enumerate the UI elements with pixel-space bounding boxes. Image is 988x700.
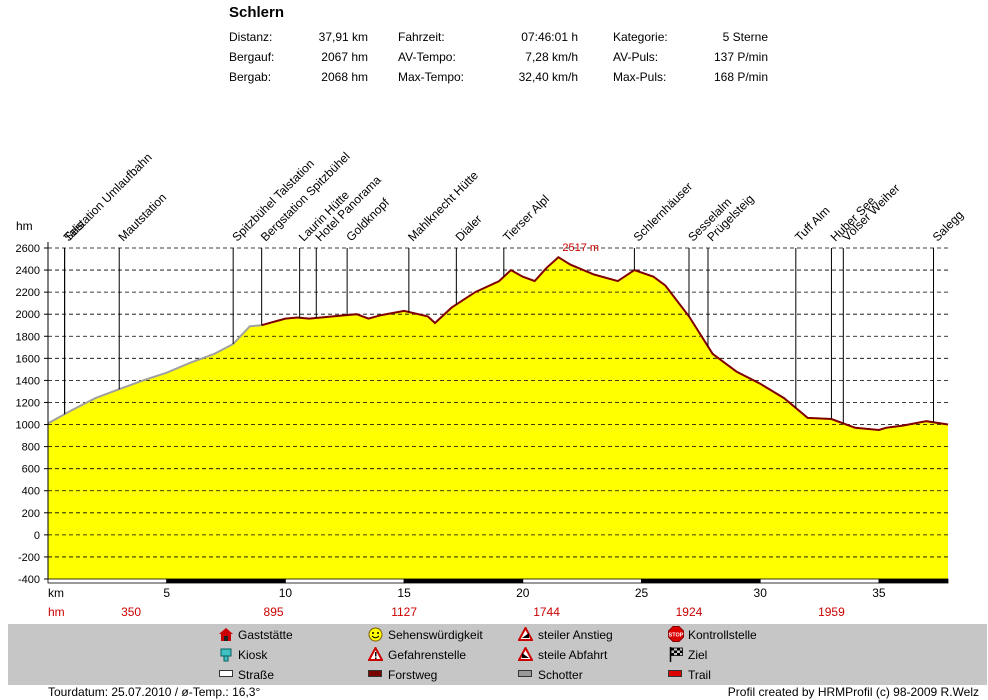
waypoint-label: Mautstation (115, 190, 169, 244)
elevation-area (48, 257, 948, 579)
stat-value-ascent: 2067 hm (321, 50, 368, 64)
legend-label-checkpoint: Kontrollstelle (688, 628, 757, 642)
x-axis-segment (403, 578, 524, 584)
smiley-icon (368, 627, 383, 642)
y-tick-label: 600 (22, 464, 40, 476)
hm-row-value: 1744 (533, 605, 560, 619)
kiosk-icon (220, 648, 232, 662)
max-elevation-label: 2517 m (562, 242, 599, 254)
legend-label-danger: Gefahrenstelle (388, 648, 467, 662)
waypoint-label: Tuff Alm (792, 204, 833, 245)
stop-icon: STOP (668, 626, 684, 642)
stat-label-distance: Distanz: (229, 30, 273, 44)
stat-label-ascent: Bergauf: (229, 50, 275, 64)
chart-title: Schlern (229, 4, 285, 21)
hm-row-value: 1959 (818, 605, 845, 619)
legend-label-finish: Ziel (688, 648, 708, 662)
credits: Profil created by HRMProfil (c) 98-2009 … (727, 685, 979, 699)
legend-label-steep-descent: steile Abfahrt (538, 648, 608, 662)
warning-icon (368, 647, 383, 661)
profile-line-trail (261, 255, 949, 432)
y-tick-label: 800 (22, 442, 40, 454)
y-tick-label: 200 (22, 508, 40, 520)
stat-label-time: Fahrzeit: (398, 30, 445, 44)
road-swatch (219, 670, 233, 677)
hm-row-value: 1924 (676, 605, 703, 619)
waypoint-label: Salegg (930, 208, 966, 244)
forest-road-swatch (368, 670, 382, 677)
y-tick-label: 1600 (16, 353, 40, 365)
x-axis-segment (522, 578, 642, 584)
stat-value-avg-pulse: 137 P/min (713, 50, 768, 64)
x-axis-label: km (48, 586, 64, 600)
x-axis-segment (285, 578, 405, 584)
y-tick-label: 2000 (16, 309, 40, 321)
profile-line-gravel (47, 324, 262, 425)
x-tick-label: 5 (163, 586, 170, 600)
stat-label-avg-speed: AV-Tempo: (398, 50, 456, 64)
y-tick-label: 2600 (16, 243, 40, 255)
legend-label-kiosk: Kiosk (238, 648, 268, 662)
x-axis-segment (166, 578, 286, 584)
y-tick-label: 2200 (16, 287, 40, 299)
steep-ascent-icon (518, 627, 533, 641)
stat-label-max-speed: Max-Tempo: (398, 70, 465, 84)
trail-swatch (668, 670, 682, 677)
hm-row-value: 1127 (391, 605, 417, 619)
stat-label-avg-pulse: AV-Puls: (613, 50, 659, 64)
y-tick-label: 1400 (16, 375, 40, 387)
x-axis-segment (759, 578, 880, 584)
elevation-chart: -400 -200 0 200 400 600 800 1000 1200 1400 1600 180… (16, 149, 967, 619)
y-tick-label: 1000 (16, 420, 40, 432)
stat-value-distance: 37,91 km (318, 30, 368, 44)
y-axis-label: hm (16, 219, 33, 233)
y-tick-label: -200 (18, 552, 40, 564)
gravel-swatch (518, 670, 532, 677)
stat-label-max-pulse: Max-Puls: (613, 70, 667, 84)
y-tick-label: 2400 (16, 265, 40, 277)
legend-label-trail: Trail (688, 668, 711, 682)
hm-row-value: 350 (121, 605, 141, 619)
x-tick-label: 15 (397, 586, 411, 600)
x-tick-label: 35 (872, 586, 886, 600)
x-tick-label: 20 (516, 586, 530, 600)
finish-flag-icon (669, 647, 683, 662)
legend-label-forest-road: Forstweg (388, 668, 438, 682)
stat-value-descent: 2068 hm (321, 70, 368, 84)
legend-label-road: Straße (238, 668, 275, 682)
y-tick-label: 1200 (16, 397, 40, 409)
waypoint-label: Tierser Alpl (500, 192, 552, 244)
x-tick-label: 10 (279, 586, 293, 600)
hm-row-label: hm (48, 605, 65, 619)
legend-label-gravel: Schotter (538, 668, 583, 682)
svg-text:STOP: STOP (669, 633, 684, 639)
x-axis-segment (47, 578, 168, 584)
x-tick-label: 30 (754, 586, 768, 600)
legend-panel: Gaststätte Kiosk Straße Sehenswürdigkeit… (8, 624, 987, 685)
stat-value-time: 07:46:01 h (521, 30, 578, 44)
stat-value-avg-speed: 7,28 km/h (525, 50, 578, 64)
x-axis-segment (641, 578, 761, 584)
y-tick-label: -400 (18, 574, 40, 586)
stat-value-max-pulse: 168 P/min (713, 70, 768, 84)
x-axis-segment (878, 578, 949, 584)
x-tick-label: 25 (635, 586, 649, 600)
stat-value-category: 5 Sterne (722, 30, 768, 44)
y-tick-label: 1800 (16, 331, 40, 343)
y-tick-label: 400 (22, 486, 40, 498)
tour-date: Tourdatum: 25.07.2010 / ø-Temp.: 16,3° (48, 685, 261, 699)
steep-descent-icon (518, 647, 533, 661)
waypoint-label: Dialer (453, 212, 485, 244)
legend-label-sight: Sehenswürdigkeit (388, 628, 483, 642)
legend-label-steep-ascent: steiler Anstieg (538, 628, 613, 642)
stat-label-descent: Bergab: (229, 70, 272, 84)
stat-value-max-speed: 32,40 km/h (518, 70, 578, 84)
legend-label-restaurant: Gaststätte (238, 628, 293, 642)
y-tick-label: 0 (34, 530, 40, 542)
stat-label-category: Kategorie: (613, 30, 668, 44)
house-icon (219, 628, 233, 641)
hm-row-value: 895 (264, 605, 284, 619)
